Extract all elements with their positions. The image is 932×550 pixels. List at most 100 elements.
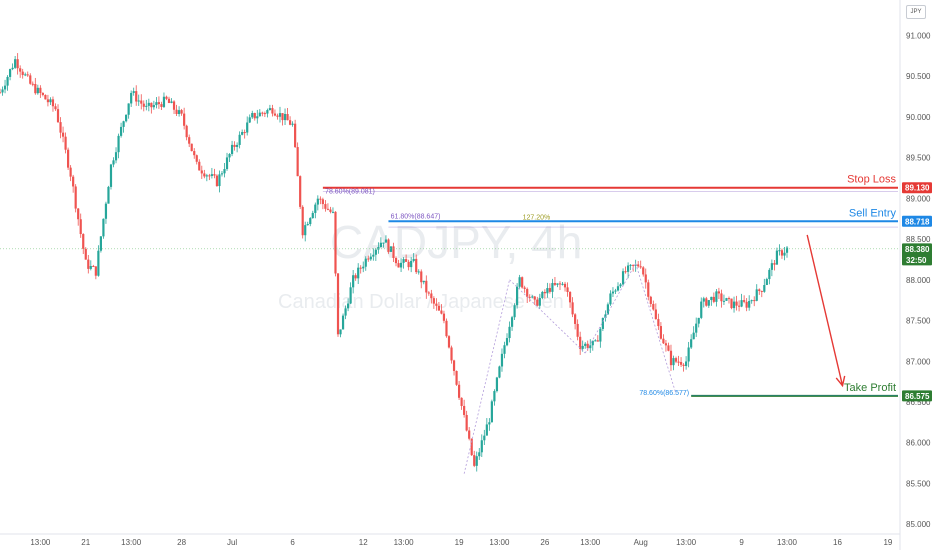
x-tick-label: 21: [81, 538, 90, 547]
candle: [508, 321, 511, 343]
x-tick-label: 13:00: [777, 538, 798, 547]
time-axis[interactable]: 13:00 21 13:00 28 Jul 6 12 13:00 19 13:00 26 13:00 A…: [0, 533, 900, 547]
candle: [354, 273, 357, 281]
candle: [589, 339, 592, 353]
x-tick-label: Jul: [227, 538, 237, 547]
candle: [122, 120, 125, 133]
candle: [697, 317, 700, 328]
candle: [241, 129, 244, 136]
candle: [21, 68, 24, 79]
candle: [54, 103, 57, 111]
candle: [760, 290, 763, 298]
candle: [566, 282, 569, 297]
candle: [56, 104, 60, 123]
candle: [778, 244, 781, 256]
candle: [536, 296, 539, 307]
candle: [599, 327, 602, 348]
candle: [137, 94, 140, 106]
candle: [198, 159, 201, 171]
candle: [347, 298, 350, 312]
candle: [435, 298, 438, 311]
candle: [364, 256, 367, 271]
candle: [142, 100, 145, 112]
candle: [145, 99, 148, 111]
candle: [543, 289, 546, 299]
candle: [637, 261, 640, 268]
watermark-symbol: CADJPY, 4h: [330, 216, 582, 268]
candle: [84, 247, 87, 260]
candle: [611, 287, 615, 298]
candle: [384, 235, 388, 243]
y-tick-label: 88.000: [906, 276, 931, 285]
candle: [430, 289, 433, 304]
x-tick-label: 26: [540, 538, 549, 547]
y-tick-label: 85.500: [906, 479, 931, 488]
candle: [193, 148, 196, 159]
candle: [621, 268, 625, 286]
candle: [483, 429, 486, 446]
x-tick-label: 13:00: [394, 538, 415, 547]
candle: [420, 269, 423, 289]
candle: [331, 207, 335, 214]
candle: [263, 111, 266, 117]
candle: [77, 207, 80, 226]
candle: [604, 310, 607, 322]
zigzag-segment: [463, 279, 510, 474]
candle: [775, 247, 779, 265]
candle: [79, 213, 82, 238]
candle: [405, 254, 408, 262]
candle: [563, 281, 567, 292]
candle: [785, 246, 789, 258]
candle: [730, 298, 733, 310]
candle: [662, 334, 665, 345]
candle: [321, 197, 324, 210]
candle: [669, 344, 673, 371]
candle: [510, 315, 514, 331]
candle: [455, 370, 458, 386]
candle: [692, 326, 695, 340]
candle: [357, 263, 360, 285]
candle: [753, 296, 756, 307]
currency-badge[interactable]: JPY: [906, 5, 926, 19]
candle: [732, 296, 736, 313]
candle: [500, 348, 504, 372]
candle: [437, 301, 441, 311]
candle: [253, 112, 256, 121]
candle: [369, 253, 372, 261]
candle: [225, 152, 229, 171]
candle: [114, 147, 118, 164]
candle: [69, 165, 72, 182]
zigzag-segment: [584, 263, 637, 354]
candle: [440, 304, 443, 315]
candle: [518, 274, 521, 289]
candle: [533, 295, 536, 305]
candle: [432, 296, 435, 309]
candle: [223, 163, 226, 178]
candle: [561, 281, 564, 286]
candle: [475, 451, 478, 472]
candle: [468, 427, 471, 441]
candle: [425, 275, 428, 299]
candle: [299, 175, 302, 210]
candle: [442, 310, 446, 324]
candle: [596, 335, 599, 342]
candle: [190, 143, 193, 152]
candle: [407, 259, 410, 271]
candle: [188, 134, 191, 148]
candle: [614, 288, 617, 294]
candle: [568, 291, 572, 308]
candle: [316, 195, 319, 211]
candle: [551, 278, 554, 299]
candle: [266, 108, 269, 118]
candle: [745, 298, 748, 312]
candle: [72, 174, 75, 193]
x-tick-label: 13:00: [489, 538, 510, 547]
sell-arrow: [806, 234, 846, 388]
candle: [399, 258, 403, 272]
candle: [89, 260, 92, 271]
candle: [175, 104, 178, 116]
price-axis[interactable]: 91.000 90.500 90.000 89.500 89.000 88.500 88.0…: [899, 0, 932, 550]
candle: [8, 68, 12, 81]
x-tick-label: 28: [177, 538, 186, 547]
